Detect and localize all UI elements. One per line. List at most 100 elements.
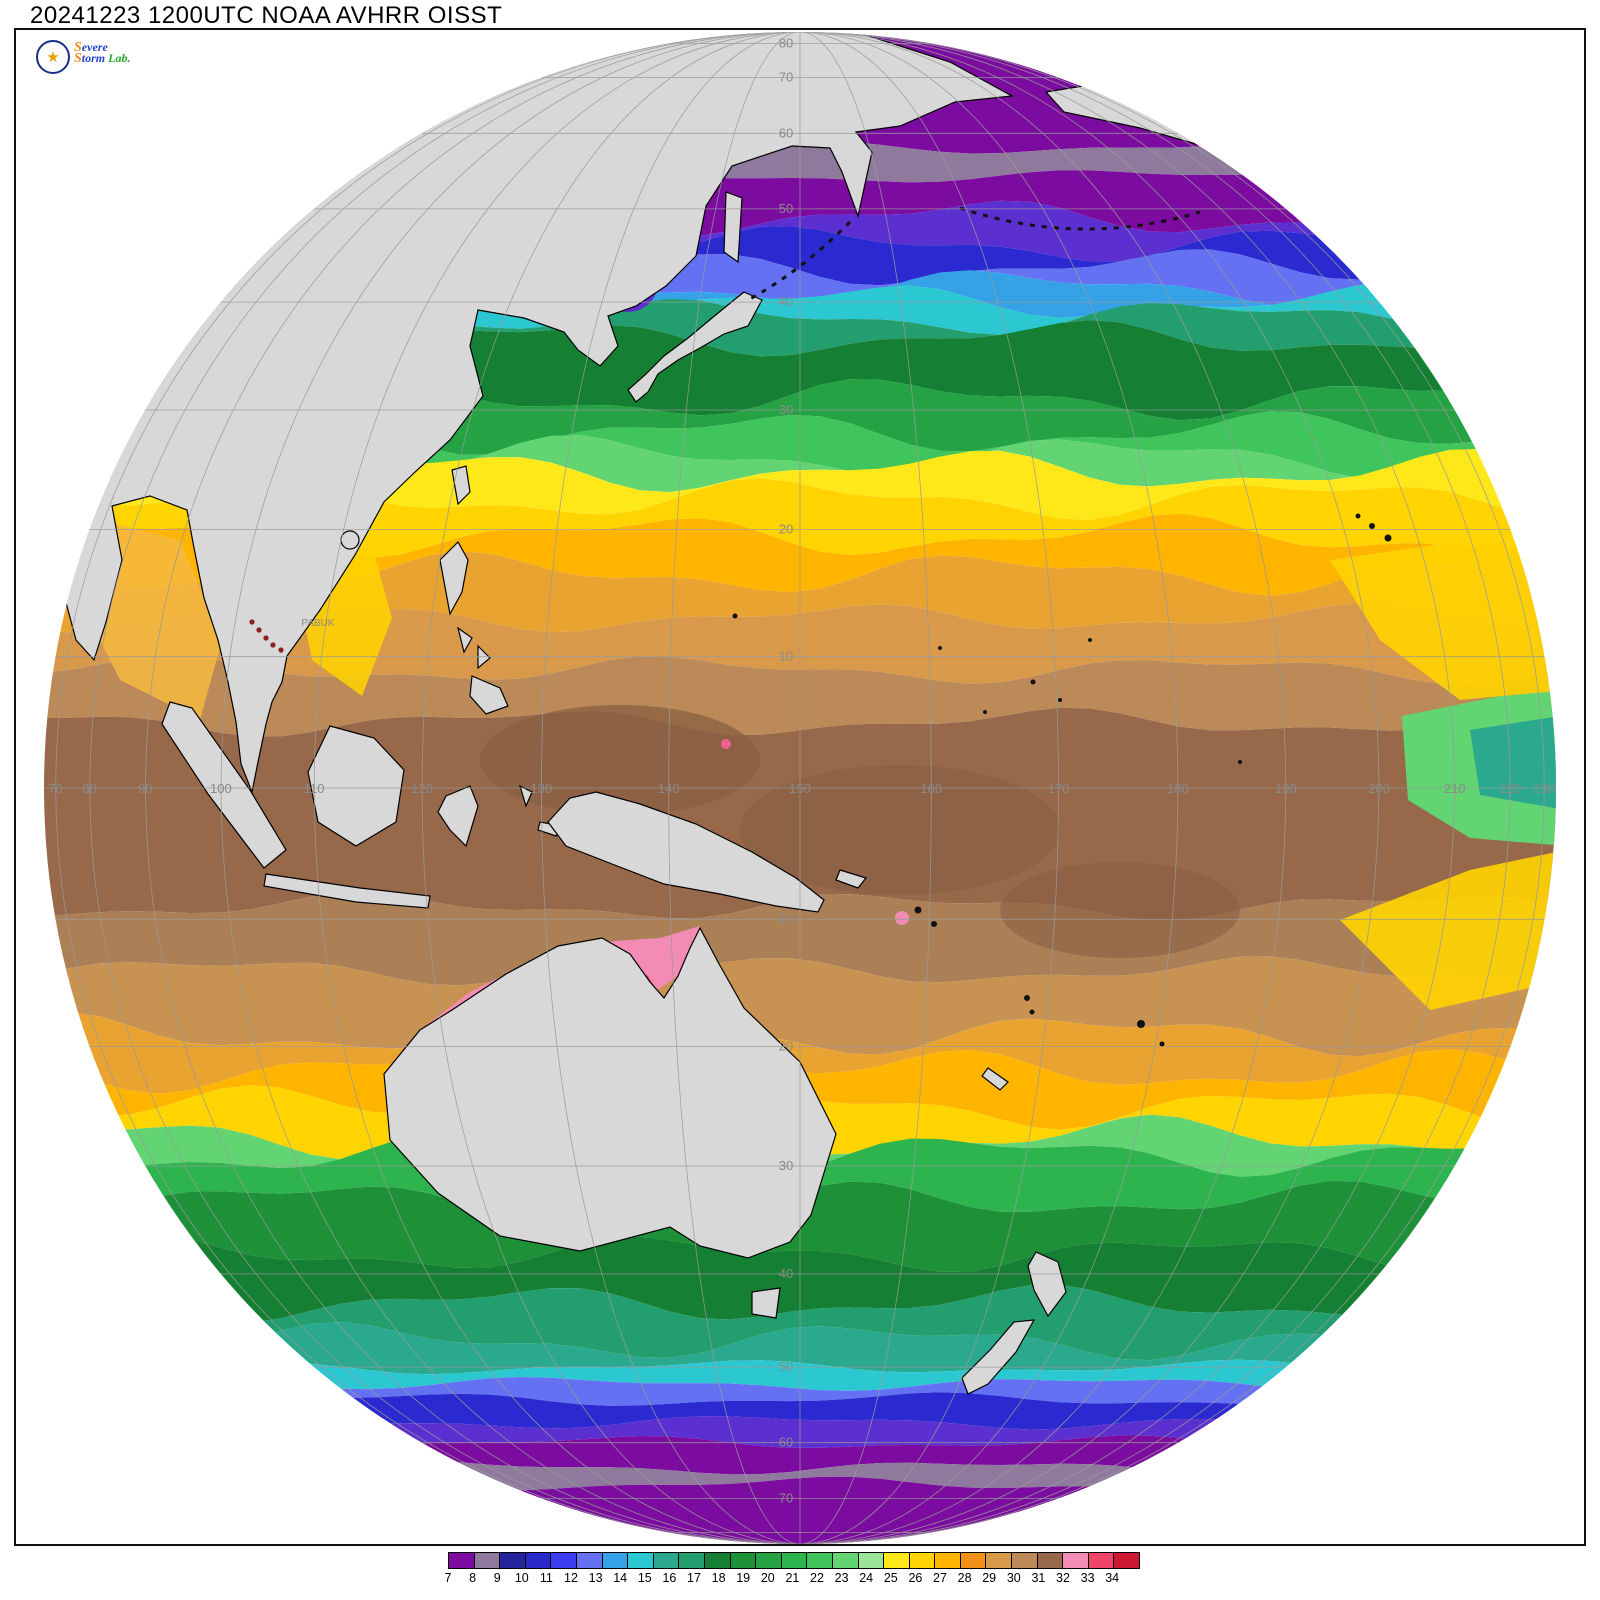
colorbar-cell-25	[1088, 1553, 1115, 1568]
lon-label-180: 180	[1167, 781, 1189, 796]
east-pacific-yellow-south	[1340, 850, 1556, 1010]
colorbar-cell-11	[730, 1553, 757, 1568]
colorbar-cells	[448, 1552, 1141, 1569]
logo-word-storm: Storm	[74, 51, 106, 66]
colorbar-tick-7: 7	[444, 1571, 452, 1585]
land-sakhalin	[723, 191, 743, 264]
lon-label-100: 100	[210, 781, 232, 796]
colorbar-tick-33: 33	[1080, 1571, 1095, 1585]
lat-label--20: 20	[779, 1039, 793, 1054]
lon-label-110: 110	[304, 781, 325, 796]
land-philippines-mindanao	[469, 675, 509, 715]
colorbar-tick-8: 8	[469, 1571, 477, 1585]
colorbar-tick-12: 12	[564, 1571, 578, 1585]
lat-label-50: 50	[779, 201, 793, 216]
land-new-zealand-south	[961, 1319, 1036, 1395]
lat-label-60: 60	[779, 125, 793, 140]
colorbar-tick-18: 18	[711, 1571, 726, 1585]
land-new-caledonia	[981, 1067, 1009, 1091]
lon-label-160: 160	[920, 781, 942, 796]
lat-label-10: 10	[779, 649, 793, 664]
land-sulawesi	[437, 785, 479, 848]
sst-band	[44, 1234, 1556, 1323]
colorbar-tick-26: 26	[908, 1571, 923, 1585]
colorbar-cell-18	[909, 1553, 936, 1568]
colorbar-tick-34: 34	[1105, 1571, 1120, 1585]
sst-band	[44, 1114, 1556, 1177]
colorbar-cell-24	[1063, 1553, 1089, 1568]
sst-band	[44, 1284, 1556, 1361]
colorbar-cell-1	[474, 1553, 501, 1568]
cold-tongue-teal-core	[1470, 715, 1556, 810]
lat-label--60: 60	[779, 1435, 793, 1450]
colorbar-cell-2	[500, 1553, 526, 1568]
sst-band	[44, 513, 1556, 596]
land-halmahera	[519, 784, 533, 808]
lon-label-140: 140	[658, 781, 680, 796]
colorbar-cell-4	[551, 1553, 577, 1568]
sst-band	[44, 655, 1556, 737]
land-taiwan	[451, 465, 471, 506]
storm-track-dots	[249, 619, 284, 653]
land-japan	[627, 291, 763, 403]
colorbar-tick-28: 28	[957, 1571, 972, 1585]
colorbar-tick-23: 23	[834, 1571, 849, 1585]
lon-label-190: 190	[1275, 781, 1297, 796]
land-borneo	[307, 725, 405, 847]
kuril-islands-arc	[747, 220, 852, 302]
lat-label--50: 50	[779, 1359, 793, 1374]
lat-label--40: 40	[779, 1266, 793, 1281]
colorbar-cell-3	[525, 1553, 552, 1568]
colorbar-cell-15	[832, 1553, 859, 1568]
page-title: 20241223 1200UTC NOAA AVHRR OISST	[30, 2, 503, 29]
land-new-guinea	[547, 791, 825, 913]
lon-label-220: 220	[1500, 781, 1522, 796]
sst-band	[44, 891, 1556, 986]
sst-band	[44, 249, 1556, 306]
lat-label--30: 30	[779, 1158, 793, 1173]
lat-label-70: 70	[779, 70, 793, 85]
colorbar-cell-14	[807, 1553, 833, 1568]
lat-label--10: 10	[779, 911, 793, 926]
lat-label-80: 80	[779, 36, 793, 51]
sst-band	[44, 435, 1556, 493]
lon-label-150: 150	[789, 781, 811, 796]
storm-track-pabuk: PABUK	[249, 618, 335, 653]
sst-band	[44, 298, 1556, 358]
storm-label: PABUK	[301, 618, 334, 629]
colorbar-tick-20: 20	[760, 1571, 775, 1585]
sst-band	[44, 956, 1556, 1057]
lon-label-70: 70	[48, 781, 62, 796]
colorbar-cell-20	[960, 1553, 987, 1568]
logo-word-severe: Severe	[74, 40, 108, 55]
colorbar-cell-16	[858, 1553, 885, 1568]
lon-label-80: 80	[82, 781, 96, 796]
colorbar-tick-17: 17	[687, 1571, 701, 1585]
land-new-britain	[835, 869, 868, 889]
land-tasmania	[751, 1287, 781, 1319]
colorbar-cell-12	[756, 1553, 782, 1568]
lat-label--70: 70	[779, 1490, 793, 1505]
colorbar-cell-19	[935, 1553, 961, 1568]
colorbar-cell-7	[628, 1553, 654, 1568]
colorbar-tick-27: 27	[933, 1571, 947, 1585]
colorbar-cell-21	[986, 1553, 1013, 1568]
star-icon: ★	[46, 49, 60, 66]
colorbar-tick-16: 16	[662, 1571, 677, 1585]
sst-band	[44, 476, 1556, 559]
colorbar-tick-10: 10	[514, 1571, 529, 1585]
colorbar-cell-9	[679, 1553, 705, 1568]
colorbar-tick-22: 22	[810, 1571, 824, 1585]
aleutian-islands-arc	[959, 206, 1201, 231]
small-pacific-islands	[732, 513, 1392, 1047]
land-philippines-luzon	[439, 541, 469, 616]
colorbar-tick-29: 29	[982, 1571, 997, 1585]
warm-pool-core-2	[740, 765, 1060, 895]
colorbar-tick-13: 13	[588, 1571, 603, 1585]
colorbar-cell-23	[1037, 1553, 1064, 1568]
colorbar-tick-24: 24	[859, 1571, 874, 1585]
sst-band	[44, 551, 1556, 633]
colorbar-tick-14: 14	[613, 1571, 628, 1585]
colorbar-tick-21: 21	[785, 1571, 800, 1585]
colorbar-tick-31: 31	[1031, 1571, 1046, 1585]
